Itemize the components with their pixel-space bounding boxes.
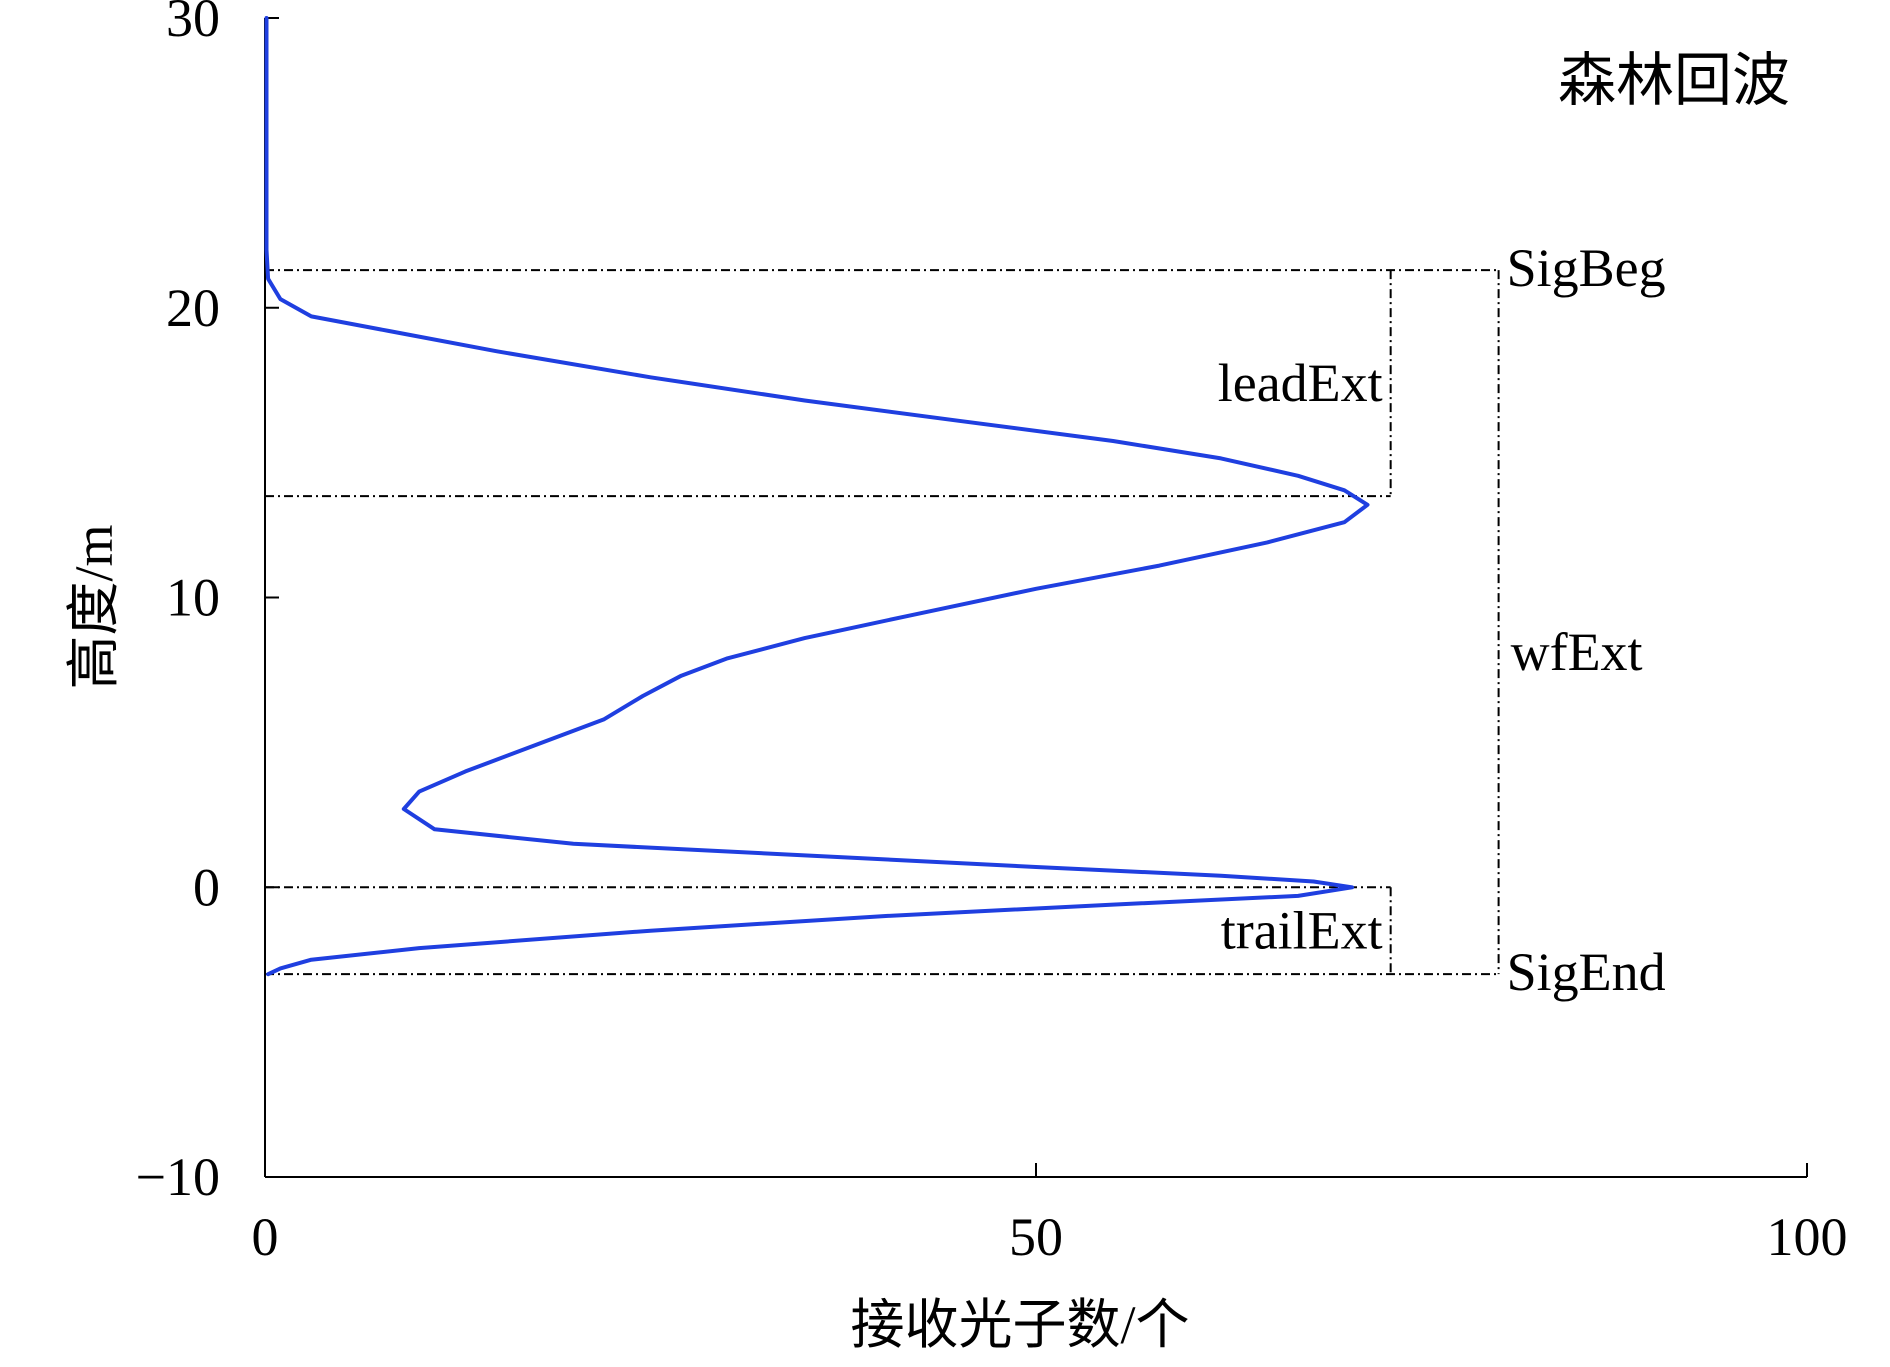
reference-lines bbox=[265, 269, 1500, 976]
y-tick-label: 30 bbox=[166, 0, 220, 48]
extent-label: trailExt bbox=[1221, 901, 1383, 961]
y-axis-label: 高度/m bbox=[64, 524, 124, 689]
y-tick-label: 10 bbox=[166, 568, 220, 628]
waveform-line bbox=[264, 16, 1370, 977]
ticks: −10 0 10 20 30 0 50 100 bbox=[136, 0, 1848, 1267]
x-axis-label: 接收光子数/个 bbox=[850, 1295, 1189, 1355]
y-tick-label: −10 bbox=[136, 1147, 220, 1207]
reference-label: SigEnd bbox=[1507, 942, 1666, 1002]
annotations: SigBeg SigEnd leadExt trailExt wfExt bbox=[1218, 238, 1666, 1002]
extent-label: wfExt bbox=[1511, 622, 1643, 682]
chart-title: 森林回波 bbox=[1558, 48, 1790, 113]
x-tick-label: 50 bbox=[1009, 1207, 1063, 1267]
reference-label: SigBeg bbox=[1507, 238, 1666, 298]
series-layer bbox=[264, 16, 1370, 977]
x-tick-label: 0 bbox=[252, 1207, 279, 1267]
axes bbox=[264, 18, 1807, 1178]
x-tick-label: 100 bbox=[1767, 1207, 1848, 1267]
extent-label: leadExt bbox=[1218, 353, 1383, 413]
y-tick-label: 0 bbox=[193, 857, 220, 917]
y-tick-label: 20 bbox=[166, 278, 220, 338]
